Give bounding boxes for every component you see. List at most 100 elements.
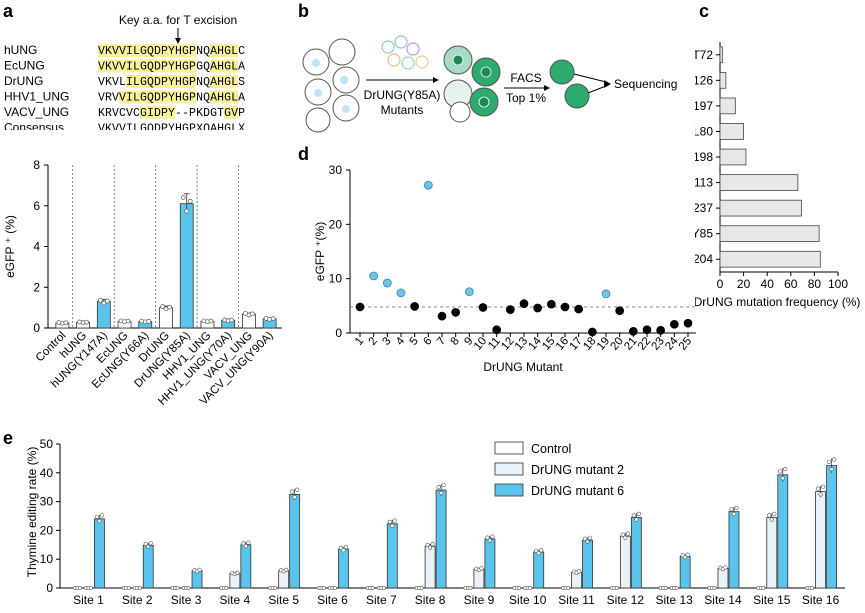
replicate-point <box>769 517 774 522</box>
replicate-point <box>614 586 619 590</box>
replicate-point <box>284 567 289 572</box>
bar-DrUNG mutant 2-Site 14 <box>717 568 729 589</box>
replicate-point <box>101 300 107 306</box>
x-tick-label: Site 7 <box>366 593 397 607</box>
panel-label-c: c <box>699 1 709 21</box>
replicate-point <box>78 586 82 590</box>
replicate-point <box>235 570 240 575</box>
alignment-highlight <box>98 44 196 57</box>
replicate-point <box>528 586 533 590</box>
bar-DrUNG mutant 6-Site 10 <box>533 551 545 589</box>
y-tick-label: S204 <box>695 252 713 266</box>
point-mutant-25 <box>683 318 693 328</box>
replicate-point <box>780 476 785 481</box>
replicate-point <box>425 542 430 548</box>
x-axis-label: DrUNG Mutant <box>483 360 563 374</box>
bar-DrUNG mutant 2-Site 9 <box>473 568 485 589</box>
point-mutant-2 <box>369 271 379 281</box>
replicate-point <box>137 586 142 590</box>
bar-DrUNG mutant 6-Site 4 <box>240 544 252 589</box>
y-tick-label: Y85 <box>695 227 713 241</box>
bar-DrUNG mutant 2-Site 15 <box>766 517 778 589</box>
y-tick-label: K197 <box>695 99 713 113</box>
replicate-point <box>479 566 484 571</box>
replicate-point <box>167 304 172 310</box>
replicate-point <box>197 567 202 572</box>
replicate-point <box>585 539 590 544</box>
alignment-highlight <box>98 59 196 73</box>
replicate-point <box>820 484 826 489</box>
replicate-point <box>566 586 570 590</box>
replicate-point <box>767 513 772 518</box>
x-axis-label: DrUNG mutation frequency (%) <box>695 295 860 309</box>
alignment-row-sequence: VRVVILGQDPYHGPNQAHGLA <box>98 92 245 105</box>
replicate-point <box>270 316 276 321</box>
replicate-point <box>126 586 131 590</box>
replicate-point <box>485 535 490 540</box>
replicate-point <box>241 541 246 546</box>
alignment-highlight <box>126 75 196 88</box>
alignment-row-sequence: VKVVILGQDPYHGPGQAHGLA <box>98 61 245 74</box>
point-mutant-11 <box>492 325 502 335</box>
x-tick-label: 100 <box>828 277 848 291</box>
x-tick-label: 40 <box>761 277 775 291</box>
bar-DrUNG mutant 6-Site 6 <box>338 548 349 589</box>
replicate-point <box>143 541 148 547</box>
x-tick-label: 2 <box>367 335 380 348</box>
y-tick-label: 4 <box>33 240 40 254</box>
alignment-row-sequence: VKVLILGQDPYHGPNQAHGLS <box>98 76 245 89</box>
point-mutant-5 <box>410 302 420 311</box>
point-mutant-14 <box>533 303 543 313</box>
legend-label-0: Control <box>531 442 571 456</box>
replicate-point <box>831 457 837 462</box>
facs-label-1: FACS <box>510 71 541 85</box>
replicate-point <box>582 536 588 541</box>
alignment-row-name: Consensus <box>4 121 64 131</box>
alignment-row-name: HHV1_UNG <box>4 90 69 104</box>
point-mutant-15 <box>546 299 556 309</box>
bar-hUNG(Y147A) <box>96 301 111 329</box>
alignment-highlight <box>140 106 175 119</box>
y-tick-label: 20 <box>329 217 343 231</box>
legend-label-1: DrUNG mutant 2 <box>531 463 624 477</box>
facs-label-2: Top 1% <box>506 91 546 105</box>
point-mutant-4 <box>396 288 406 298</box>
replicate-point <box>438 490 444 496</box>
x-tick-label: 5 <box>408 335 421 348</box>
replicate-point <box>94 514 100 519</box>
y-tick-label: 30 <box>329 163 343 177</box>
hbar-S204 <box>719 250 821 268</box>
y-tick-label: 20 <box>40 523 54 537</box>
replicate-point <box>292 495 297 500</box>
y-tick-label: 10 <box>40 552 54 566</box>
replicate-point <box>208 318 214 324</box>
bar-DrUNG(Y85A) <box>179 203 194 329</box>
alignment-highlight <box>224 106 238 119</box>
replicate-point <box>338 545 344 551</box>
replicate-point <box>441 483 446 488</box>
alignment-highlight <box>210 90 238 104</box>
replicate-point <box>187 198 193 204</box>
replicate-point <box>295 487 300 492</box>
replicate-point <box>229 317 235 323</box>
x-tick-label: Site 14 <box>704 593 742 607</box>
point-mutant-10 <box>478 303 488 312</box>
y-tick-label: K198 <box>695 150 713 164</box>
panel-label-b: b <box>298 1 309 21</box>
hbar-Y85 <box>719 225 820 242</box>
x-tick-label: 0 <box>717 277 724 291</box>
alignment-highlight <box>210 44 238 57</box>
replicate-point <box>392 518 397 523</box>
alignment-row-name: DrUNG <box>4 74 43 88</box>
sorted-cells <box>549 59 590 109</box>
replicate-point <box>517 586 522 590</box>
x-tick-label: Site 11 <box>558 593 595 607</box>
hbar-K198 <box>719 148 747 166</box>
x-tick-label: Site 10 <box>509 593 547 607</box>
replicate-point <box>829 467 834 472</box>
replicate-point <box>587 535 593 540</box>
replicate-point <box>333 586 337 590</box>
replicate-point <box>146 544 151 549</box>
